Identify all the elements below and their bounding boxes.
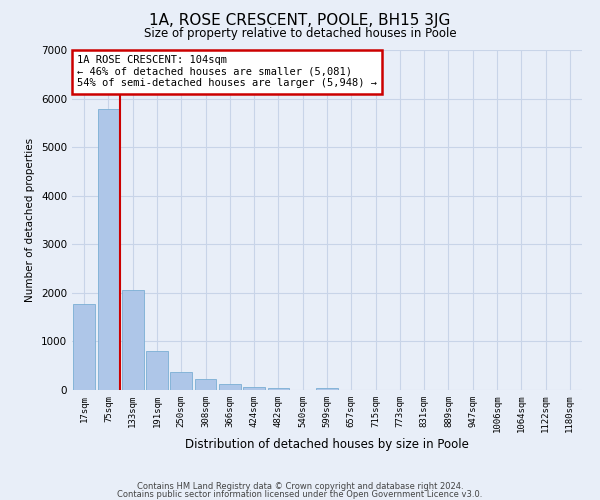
Bar <box>170 372 192 390</box>
Text: 1A ROSE CRESCENT: 104sqm
← 46% of detached houses are smaller (5,081)
54% of sem: 1A ROSE CRESCENT: 104sqm ← 46% of detach… <box>77 55 377 88</box>
Bar <box>243 387 265 390</box>
Y-axis label: Number of detached properties: Number of detached properties <box>25 138 35 302</box>
Bar <box>97 110 119 390</box>
Bar <box>122 290 143 390</box>
X-axis label: Distribution of detached houses by size in Poole: Distribution of detached houses by size … <box>185 438 469 451</box>
Bar <box>316 388 338 390</box>
Bar <box>146 350 168 390</box>
Text: Contains HM Land Registry data © Crown copyright and database right 2024.: Contains HM Land Registry data © Crown c… <box>137 482 463 491</box>
Text: 1A, ROSE CRESCENT, POOLE, BH15 3JG: 1A, ROSE CRESCENT, POOLE, BH15 3JG <box>149 12 451 28</box>
Bar <box>194 378 217 390</box>
Text: Contains public sector information licensed under the Open Government Licence v3: Contains public sector information licen… <box>118 490 482 499</box>
Bar <box>268 388 289 390</box>
Bar <box>219 384 241 390</box>
Text: Size of property relative to detached houses in Poole: Size of property relative to detached ho… <box>143 28 457 40</box>
Bar <box>73 304 95 390</box>
